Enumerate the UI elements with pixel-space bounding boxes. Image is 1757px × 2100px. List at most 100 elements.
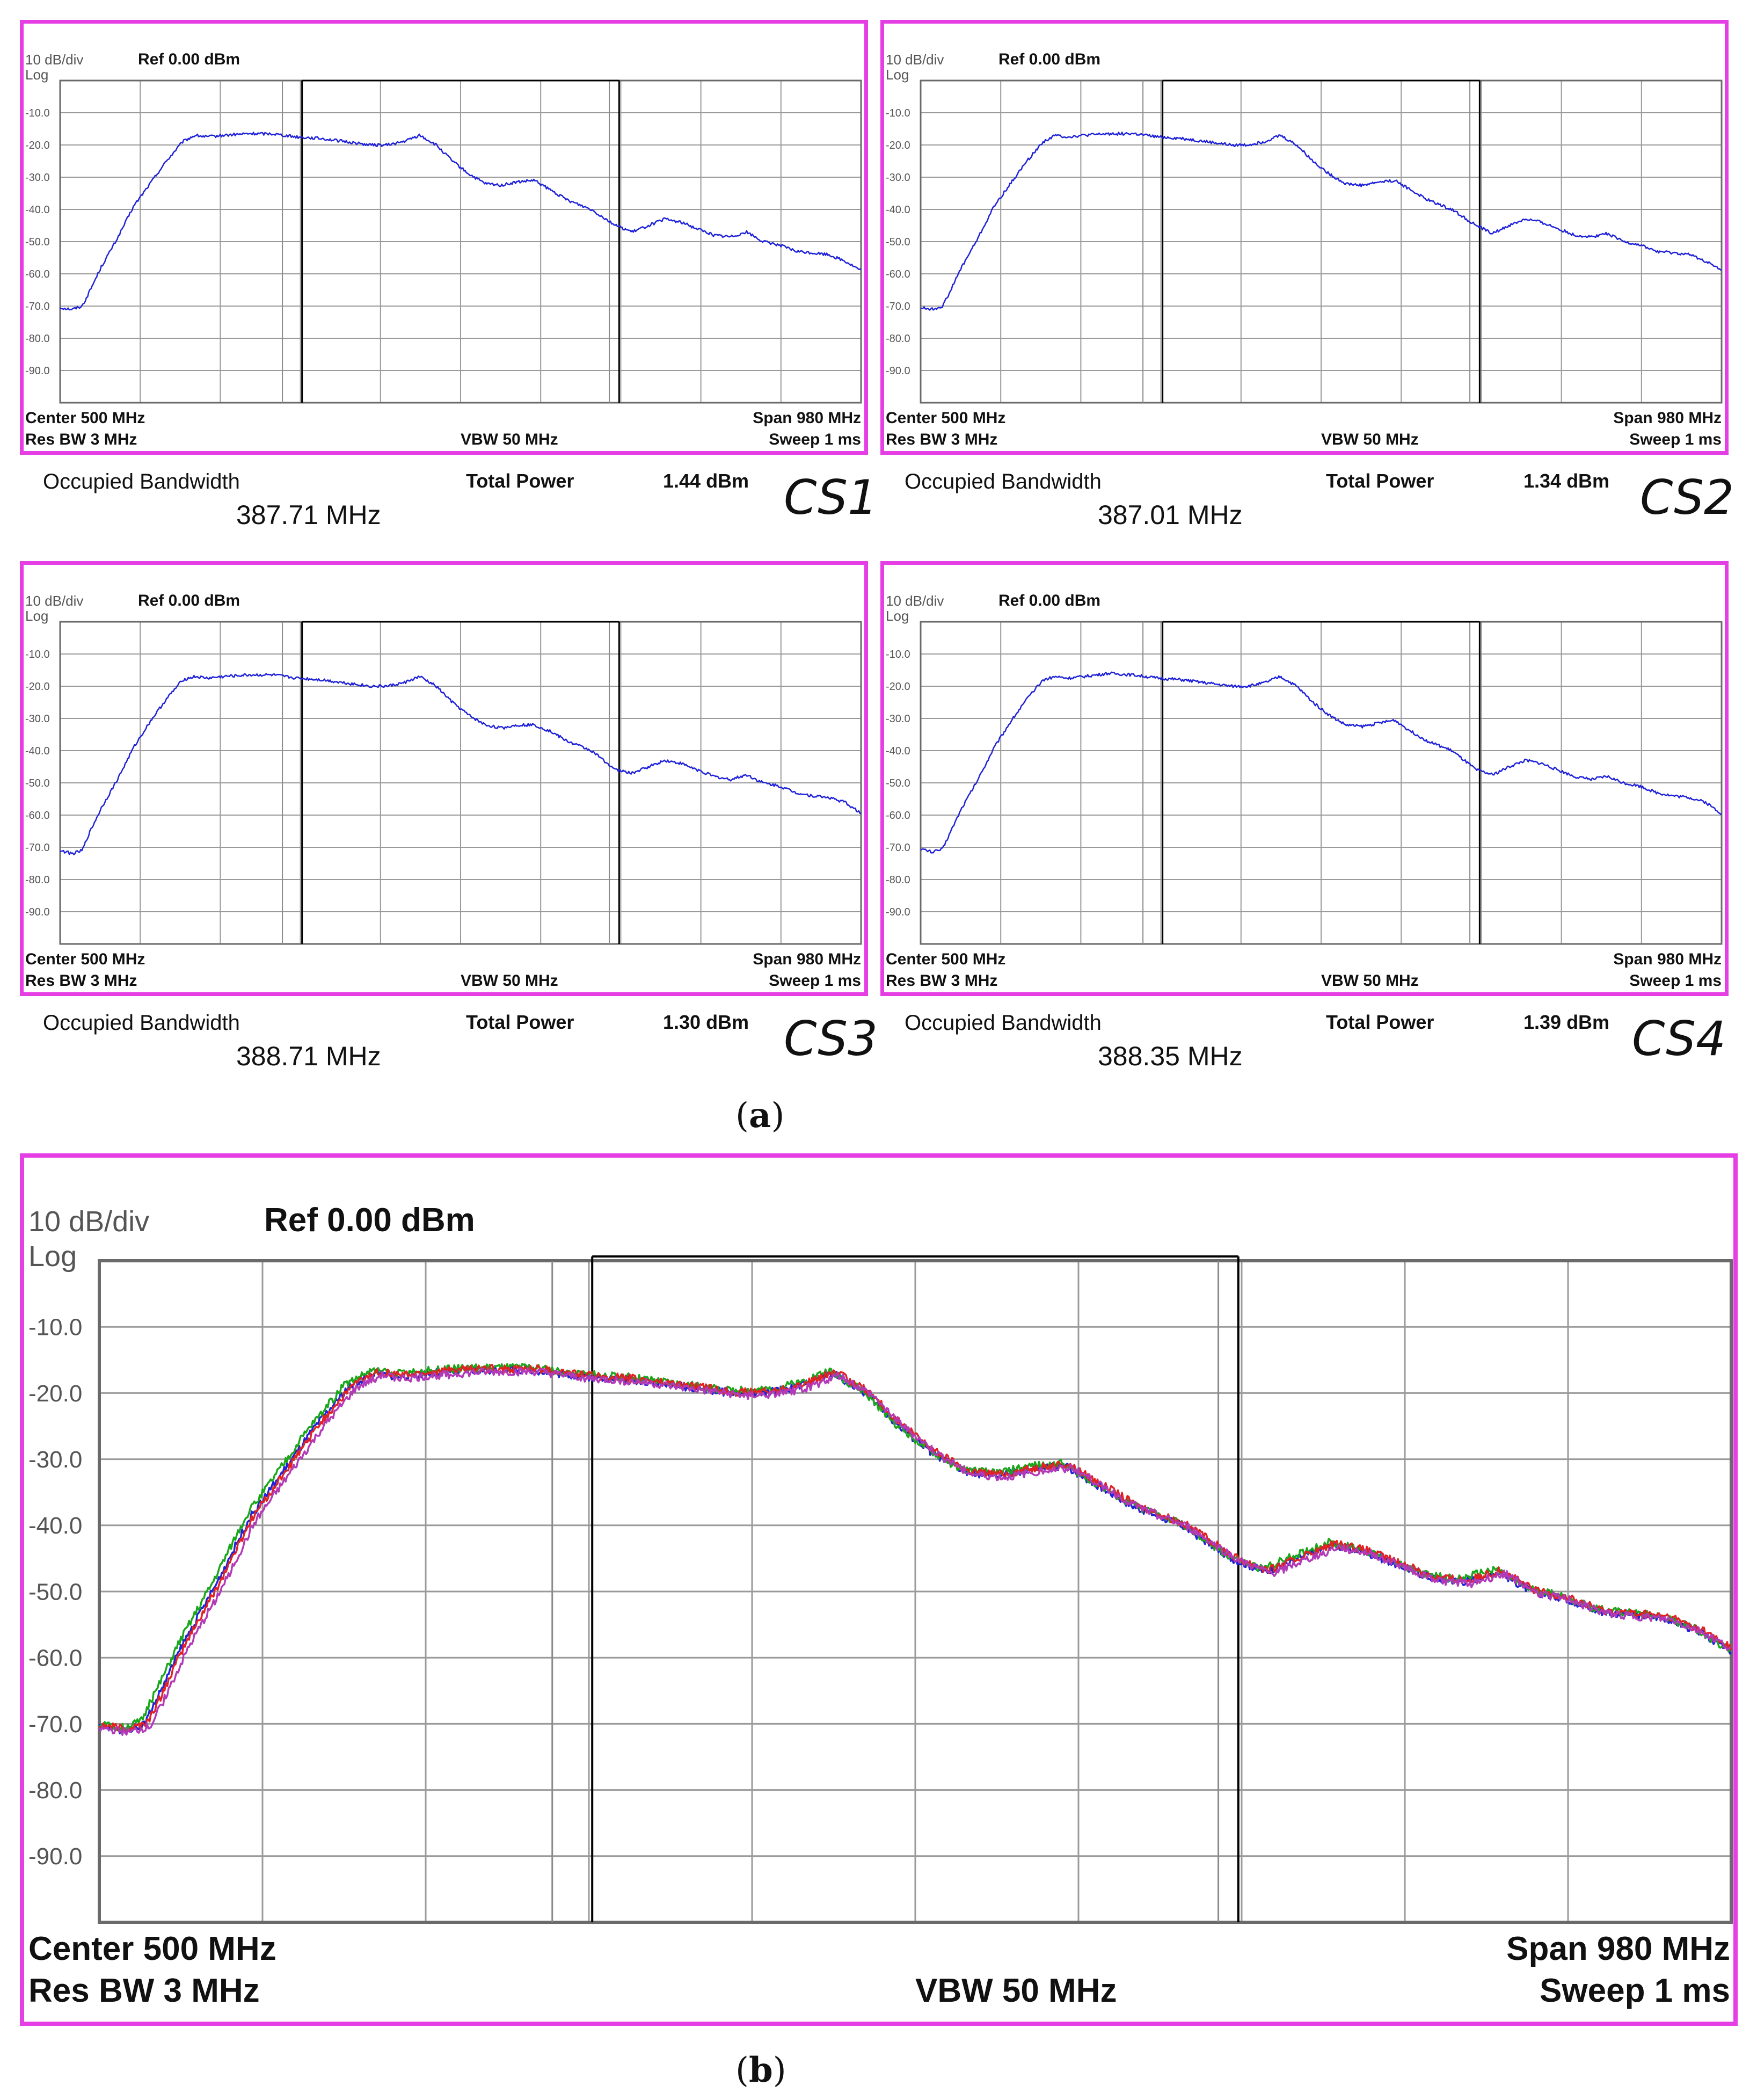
total-power-value-cs3: 1.30 dBm: [663, 1011, 749, 1033]
occ-bw-label-cs4: Occupied Bandwidth: [905, 1011, 1102, 1035]
log-label: Log: [886, 67, 909, 83]
subfigure-a-label: (a): [735, 1095, 785, 1136]
y-tick-label: -40.0: [25, 745, 50, 757]
y-tick-label: -20.0: [25, 681, 50, 693]
y-tick-label: -70.0: [25, 301, 50, 313]
span-label: Span 980 MHz: [753, 950, 861, 968]
y-tick-label: -80.0: [886, 874, 910, 886]
y-tick-label: -60.0: [886, 268, 910, 280]
y-tick-label: -90.0: [28, 1843, 82, 1870]
y-tick-label: -10.0: [28, 1314, 82, 1341]
scale-label: 10 dB/div: [28, 1205, 149, 1238]
occ-bw-label-cs3: Occupied Bandwidth: [43, 1011, 240, 1035]
panel-frame: [20, 561, 868, 996]
plot-border: [98, 1259, 1733, 1924]
total-power-value-cs2: 1.34 dBm: [1523, 470, 1610, 492]
y-tick-label: -70.0: [886, 842, 910, 854]
chart-cs3: -10.0 -20.0 -30.0 -40.0 -50.0 -60.0 -70.0 -80.0…: [20, 561, 868, 996]
cs3-tag: CS3: [784, 1011, 878, 1066]
y-tick-label: -30.0: [25, 172, 50, 184]
panel-frame: [20, 1153, 1738, 2026]
resbw-label: Res BW 3 MHz: [28, 1972, 260, 2009]
occ-bw-label-cs1: Occupied Bandwidth: [43, 470, 240, 493]
total-power-value-cs1: 1.44 dBm: [663, 470, 749, 492]
center-label: Center 500 MHz: [25, 950, 145, 968]
ref-label: Ref 0.00 dBm: [138, 50, 240, 68]
ref-label: Ref 0.00 dBm: [138, 592, 240, 609]
y-tick-label: -80.0: [25, 333, 50, 345]
y-tick-label: -90.0: [25, 906, 50, 918]
y-tick-label: -80.0: [886, 333, 910, 345]
y-tick-label: -30.0: [28, 1447, 82, 1473]
y-tick-label: -40.0: [28, 1513, 82, 1539]
y-tick-label: -50.0: [28, 1579, 82, 1605]
sweep-label: Sweep 1 ms: [1540, 1972, 1730, 2009]
vbw-label: VBW 50 MHz: [461, 972, 558, 990]
vbw-label: VBW 50 MHz: [461, 431, 558, 448]
ref-label: Ref 0.00 dBm: [998, 50, 1100, 68]
y-tick-label: -40.0: [886, 204, 910, 216]
chart-cs4: -10.0 -20.0 -30.0 -40.0 -50.0 -60.0 -70.0 -80.0…: [880, 561, 1729, 996]
center-label: Center 500 MHz: [886, 409, 1005, 427]
cs2-tag: CS2: [1640, 470, 1734, 525]
y-tick-label: -10.0: [886, 107, 910, 119]
y-tick-label: -30.0: [886, 713, 910, 725]
center-label: Center 500 MHz: [25, 409, 145, 427]
y-tick-label: -90.0: [886, 906, 910, 918]
center-label: Center 500 MHz: [28, 1930, 276, 1967]
y-tick-label: -70.0: [28, 1711, 82, 1738]
panel-frame: [20, 20, 868, 455]
trace-cs4: [98, 1367, 1732, 1736]
log-label: Log: [886, 608, 909, 624]
resbw-label: Res BW 3 MHz: [886, 431, 997, 448]
y-tick-label: -40.0: [886, 745, 910, 757]
resbw-label: Res BW 3 MHz: [25, 431, 137, 448]
span-label: Span 980 MHz: [1506, 1930, 1730, 1967]
subfigure-b-label: (b): [735, 2050, 786, 2090]
chart-combined: -10.0 -20.0 -30.0 -40.0 -50.0 -60.0 -70.0 -80.0…: [20, 1153, 1738, 2026]
sweep-label: Sweep 1 ms: [769, 972, 861, 990]
span-label: Span 980 MHz: [753, 409, 861, 427]
y-tick-label: -30.0: [886, 172, 910, 184]
span-label: Span 980 MHz: [1613, 409, 1722, 427]
scale-label: 10 dB/div: [886, 52, 944, 68]
vbw-label: VBW 50 MHz: [1321, 431, 1419, 448]
trace-cs4: [920, 671, 1722, 854]
y-tick-label: -70.0: [25, 842, 50, 854]
resbw-label: Res BW 3 MHz: [886, 972, 997, 990]
y-tick-label: -20.0: [28, 1380, 82, 1407]
y-tick-label: -50.0: [25, 236, 50, 248]
y-tick-label: -80.0: [25, 874, 50, 886]
y-tick-label: -20.0: [886, 140, 910, 151]
occ-bw-value-cs2: 387.01 MHz: [1098, 500, 1243, 530]
log-label: Log: [25, 67, 48, 83]
scale-label: 10 dB/div: [25, 52, 83, 68]
trace-cs2: [920, 132, 1722, 311]
sweep-label: Sweep 1 ms: [1629, 431, 1722, 448]
scale-label: 10 dB/div: [886, 593, 944, 609]
y-tick-label: -50.0: [886, 777, 910, 789]
cs1-tag: CS1: [784, 470, 878, 525]
sweep-label: Sweep 1 ms: [1629, 972, 1722, 990]
ref-label: Ref 0.00 dBm: [998, 592, 1100, 609]
y-tick-label: -30.0: [25, 713, 50, 725]
occ-bw-value-cs1: 387.71 MHz: [236, 500, 381, 530]
trace-cs1: [60, 132, 862, 311]
ref-label: Ref 0.00 dBm: [264, 1202, 475, 1239]
panel-frame: [880, 561, 1729, 996]
log-label: Log: [28, 1240, 77, 1273]
sweep-label: Sweep 1 ms: [769, 431, 861, 448]
vbw-label: VBW 50 MHz: [1321, 972, 1419, 990]
y-tick-label: -20.0: [25, 140, 50, 151]
total-power-label-cs2: Total Power: [1326, 470, 1434, 492]
occ-bw-value-cs4: 388.35 MHz: [1098, 1041, 1243, 1071]
y-tick-label: -60.0: [886, 810, 910, 822]
resbw-label: Res BW 3 MHz: [25, 972, 137, 990]
total-power-label-cs3: Total Power: [466, 1011, 574, 1033]
panel-frame: [880, 20, 1729, 455]
y-tick-label: -70.0: [886, 301, 910, 313]
y-tick-label: -50.0: [25, 777, 50, 789]
trace-cs3: [60, 673, 862, 855]
vbw-label: VBW 50 MHz: [915, 1972, 1117, 2009]
scale-label: 10 dB/div: [25, 593, 83, 609]
